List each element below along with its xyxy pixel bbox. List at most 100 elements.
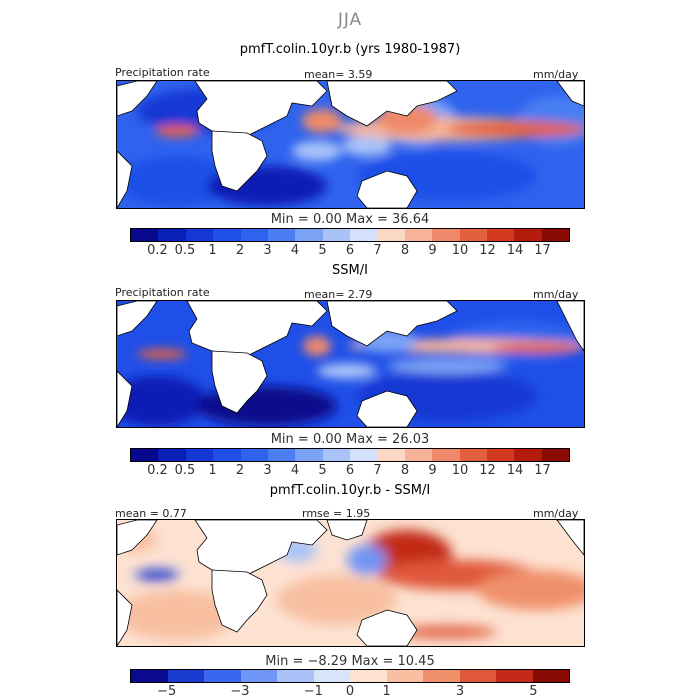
- colorbar-tick-label: 5: [318, 463, 327, 478]
- panel3-title: pmfT.colin.10yr.b - SSM/I: [269, 483, 431, 498]
- colorbar-tick-label: 0.2: [147, 243, 168, 258]
- colorbar-tick-label: 17: [534, 463, 551, 478]
- colorbar-swatch: [131, 670, 168, 682]
- panel1-minmax: Min = 0.00 Max = 36.64: [270, 212, 430, 227]
- colorbar-swatch: [185, 229, 214, 241]
- colorbar-swatch: [131, 449, 159, 461]
- colorbar-swatch: [350, 449, 378, 461]
- colorbar-tick-label: −3: [230, 684, 250, 699]
- colorbar-tick-label: 1: [382, 684, 391, 699]
- colorbar-tick-label: 3: [263, 243, 272, 258]
- colorbar-tick-label: 14: [506, 243, 524, 258]
- panel3-mean: mean = 0.77: [115, 507, 187, 520]
- colorbar-tick-label: 0: [345, 684, 355, 699]
- north-america-land: [117, 81, 158, 117]
- panel2-minmax: Min = 0.00 Max = 26.03: [270, 432, 430, 447]
- eurasia-africa-north: [186, 301, 328, 362]
- colorbar-swatch: [213, 449, 241, 461]
- panel2-units: mm/day: [533, 288, 579, 301]
- colorbar-swatch: [532, 670, 569, 682]
- australia-land: [356, 609, 418, 646]
- panel1-title: pmfT.colin.10yr.b (yrs 1980-1987): [239, 42, 461, 57]
- colorbar-tick-label: −5: [157, 684, 177, 699]
- colorbar-tick-label: 8: [400, 463, 410, 478]
- colorbar-swatch: [295, 229, 323, 241]
- colorbar-swatch: [295, 449, 323, 461]
- colorbar-tick-label: 9: [428, 243, 437, 258]
- panel2-colorbar-ticks: 0.2 0.5 1 2 3 4 5 6 7 8 9 10 12 14 17: [130, 463, 570, 479]
- colorbar-swatch: [496, 670, 533, 682]
- colorbar-swatch: [486, 229, 515, 241]
- colorbar-swatch: [322, 449, 350, 461]
- colorbar-swatch: [185, 449, 214, 461]
- asia-land: [326, 301, 458, 347]
- colorbar-swatch: [167, 670, 204, 682]
- season-title: JJA: [337, 10, 363, 30]
- colorbar-swatch: [350, 670, 387, 682]
- americas-west-land: [556, 301, 584, 352]
- eurasia-africa-north: [194, 81, 328, 142]
- colorbar-swatch: [404, 449, 433, 461]
- panel3-units: mm/day: [533, 507, 579, 520]
- panel2-title: SSM/I: [332, 263, 368, 278]
- panel3-colorbar-ticks: −5 −3 −1 0 1 3 5: [130, 684, 570, 700]
- land-masses: [117, 81, 584, 208]
- colorbar-swatch: [459, 229, 487, 241]
- panel1-variable-label: Precipitation rate: [115, 66, 210, 79]
- colorbar-swatch: [240, 449, 268, 461]
- colorbar-swatch: [514, 229, 542, 241]
- panel1-colorbar: [130, 228, 570, 242]
- africa-south-land: [211, 350, 268, 414]
- panel3-colorbar: [130, 669, 570, 683]
- colorbar-swatch: [158, 449, 186, 461]
- colorbar-tick-label: 0.5: [174, 463, 196, 478]
- north-america-land: [117, 301, 158, 337]
- panel2-map: [116, 300, 585, 428]
- americas-west-land: [556, 520, 584, 556]
- colorbar-swatch: [131, 229, 159, 241]
- colorbar-tick-label: 0.5: [174, 243, 196, 258]
- colorbar-swatch: [213, 229, 241, 241]
- panel3-map: [116, 519, 585, 647]
- colorbar-swatch: [377, 229, 405, 241]
- panel2-mean: mean= 2.79: [304, 288, 373, 301]
- colorbar-tick-label: 4: [290, 243, 300, 258]
- panel3-minmax: Min = −8.29 Max = 10.45: [265, 654, 435, 669]
- colorbar-tick-label: 2: [235, 243, 245, 258]
- panel1-units: mm/day: [533, 68, 579, 81]
- colorbar-swatch: [267, 229, 296, 241]
- panel1-colorbar-ticks: 0.2 0.5 1 2 3 4 5 6 7 8 9 10 12 14 17: [130, 243, 570, 259]
- colorbar-tick-label: 0.2: [147, 463, 168, 478]
- south-america-land: [117, 589, 133, 646]
- colorbar-swatch: [514, 449, 542, 461]
- colorbar-tick-label: 5: [529, 684, 538, 699]
- americas-west-land: [556, 81, 584, 107]
- colorbar-tick-label: 9: [428, 463, 437, 478]
- colorbar-tick-label: 6: [345, 463, 355, 478]
- colorbar-tick-label: 10: [451, 463, 469, 478]
- panel2-colorbar: [130, 448, 570, 462]
- north-america-land: [117, 520, 158, 556]
- colorbar-tick-label: 8: [400, 243, 410, 258]
- colorbar-tick-label: 7: [373, 243, 382, 258]
- land-masses: [117, 520, 584, 646]
- colorbar-swatch: [322, 229, 350, 241]
- colorbar-swatch: [240, 229, 268, 241]
- colorbar-tick-label: 17: [534, 243, 551, 258]
- colorbar-swatch: [386, 670, 423, 682]
- land-masses: [117, 301, 584, 427]
- colorbar-swatch: [541, 449, 569, 461]
- colorbar-swatch: [267, 449, 296, 461]
- colorbar-swatch: [404, 229, 433, 241]
- colorbar-swatch: [277, 670, 314, 682]
- colorbar-tick-label: −1: [303, 684, 323, 699]
- asia-land: [326, 81, 458, 127]
- colorbar-swatch: [204, 670, 241, 682]
- colorbar-tick-label: 10: [451, 243, 469, 258]
- panel1-map: [116, 80, 585, 209]
- south-america-land: [117, 370, 133, 427]
- africa-south-land: [211, 130, 268, 192]
- colorbar-swatch: [240, 670, 277, 682]
- colorbar-tick-label: 7: [373, 463, 382, 478]
- africa-south-land: [211, 569, 268, 633]
